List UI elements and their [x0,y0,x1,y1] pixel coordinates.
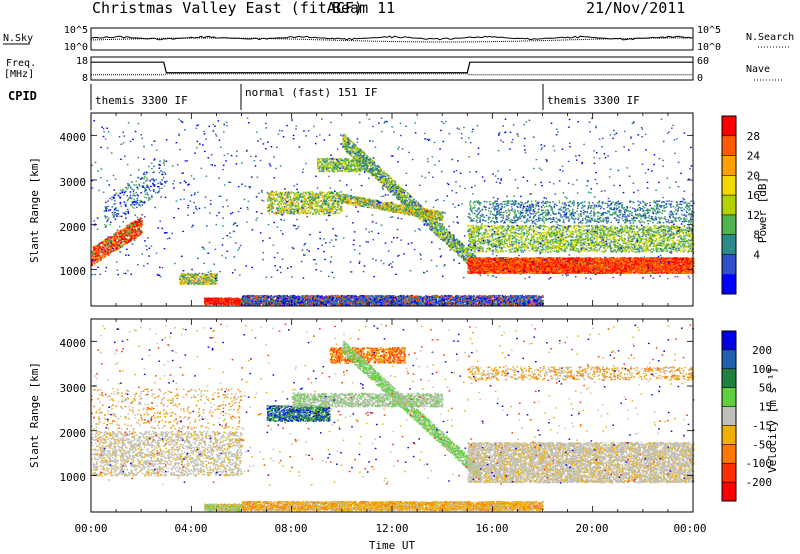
colorbar-swatch [722,350,736,369]
colorbar-swatch [722,425,736,444]
cpid-segment-1: themis 3300 IF [95,94,188,107]
colorbar-tick-label: 24 [747,150,761,163]
xtick-2400: 00:00 [673,522,706,535]
colorbar-swatch [722,482,736,501]
colorbar-tick-label: 4 [753,248,760,261]
velocity-region-early-upper [91,388,243,429]
xtick-2000: 20:00 [575,522,608,535]
colorbar-swatch [722,215,736,235]
power-region-groundscatter [242,295,545,306]
velocity-region-nearrange [204,503,243,511]
colorbar-swatch [722,274,736,294]
freq-label: Freq. [6,58,36,69]
freq-tick-bottom: 8 [82,73,88,84]
freq-trace [91,62,693,72]
velocity-ytick-1000: 1000 [60,471,87,484]
nave-label: Nave [746,64,770,75]
power-ylabel: Slant Range [km] [28,157,41,263]
velocity-ytick-4000: 4000 [60,337,87,350]
beam-label: Beam 11 [332,0,395,17]
velocity-region-late [467,442,694,484]
colorbar-tick-label: 200 [752,344,772,357]
power-region-early-upper [104,159,168,226]
station-title: Christmas Valley East (fitACF) [92,0,363,17]
cpid-segment-2: normal (fast) 151 IF [245,86,377,99]
velocity-ytick-3000: 3000 [60,382,87,395]
heatmap-layer [91,118,695,512]
velocity-region-late-upper [467,366,694,381]
colorbar-swatch [722,407,736,426]
nsearch-label: N.Search [746,32,794,43]
xtick-0400: 04:00 [174,522,207,535]
freq-unit: [MHz] [4,69,34,80]
xtick-1600: 16:00 [475,522,508,535]
power-region-0800 [267,191,344,215]
velocity-region-groundscatter [242,501,544,511]
velocity-region-1200 [292,393,444,408]
power-region-nearrange [204,297,243,305]
colorbar-swatch [722,195,736,215]
velocity-region-descending [342,341,482,480]
colorbar-tick-label: -200 [746,476,773,489]
power-yticks: 1000 2000 3000 4000 [60,131,87,278]
cpid-segment-3: themis 3300 IF [547,94,640,107]
colorbar-swatch [722,235,736,255]
xtick-1200: 12:00 [375,522,408,535]
velocity-region-1000 [329,347,406,364]
colorbar-swatch [722,175,736,195]
nave-tick-top: 60 [697,56,709,67]
freq-panel-frame [91,57,693,80]
velocity-xticks: 00:00 04:00 08:00 12:00 16:00 20:00 00:0… [74,522,706,535]
velocity-region-0800 [267,405,331,422]
xtick-0000: 00:00 [74,522,107,535]
velocity-yticks: 1000 2000 3000 4000 [60,337,87,484]
radar-summary-plot: Christmas Valley East (fitACF) Beam 11 2… [0,0,800,554]
colorbar-swatch [722,388,736,407]
colorbar-swatch [722,254,736,274]
freq-tick-top: 18 [76,56,88,67]
colorbar-swatch [722,444,736,463]
colorbar-swatch [722,463,736,482]
nsky-label: N.Sky [3,33,33,44]
nave-trace [91,74,693,75]
nsky-panel-frame [91,28,693,50]
colorbar-swatch [722,136,736,156]
xtick-0800: 08:00 [274,522,307,535]
nsky-tick-top: 10^5 [64,25,88,36]
nsearch-tick-top: 10^5 [697,25,721,36]
power-region-early [91,217,143,266]
power-ytick-3000: 3000 [60,176,87,189]
colorbar-swatch [722,116,736,136]
nave-tick-bottom: 0 [697,73,703,84]
colorbar-swatch [722,369,736,388]
power-region-noise [91,118,694,280]
velocity-ytick-2000: 2000 [60,427,87,440]
colorbar-tick-label: 28 [747,130,760,143]
nsky-tick-bottom: 10^0 [64,42,88,53]
velocity-colorbar-label: Velocity [m s⁻¹] [766,367,779,473]
date-label: 21/Nov/2011 [586,0,685,17]
colorbar-swatch [722,156,736,176]
nsearch-tick-bottom: 10^0 [697,42,721,53]
power-colorbar-label: Power [dB] [756,177,769,243]
colorbar-swatch [722,331,736,350]
power-ytick-1000: 1000 [60,265,87,278]
power-ytick-2000: 2000 [60,221,87,234]
velocity-region-early [91,431,243,477]
cpid-label: CPID [8,89,37,103]
power-region-0500 [179,273,218,286]
velocity-ylabel: Slant Range [km] [28,362,41,468]
x-axis-label: Time UT [369,539,416,552]
power-ytick-4000: 4000 [60,131,87,144]
